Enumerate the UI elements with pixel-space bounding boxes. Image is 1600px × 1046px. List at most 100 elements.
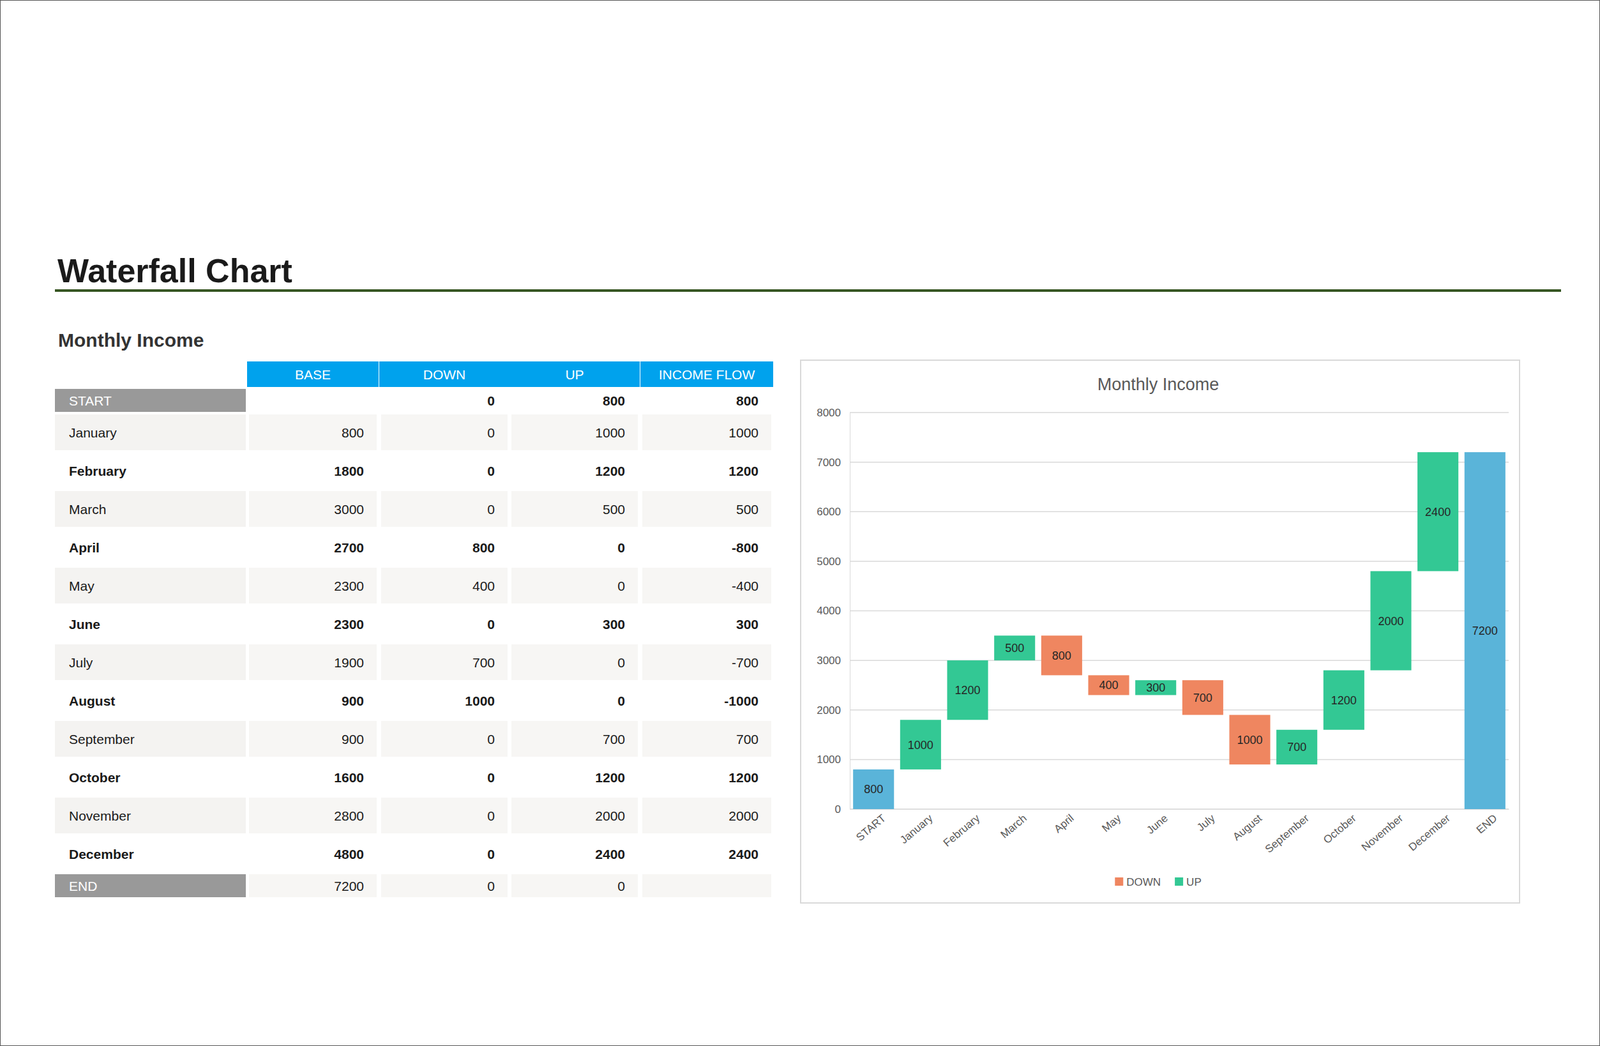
tick-label: 0 (835, 803, 841, 816)
cell (249, 720, 377, 757)
cell (381, 797, 508, 834)
cell (249, 529, 377, 566)
cell (249, 605, 377, 642)
tick: February (941, 811, 983, 850)
cell-value: 0 (617, 578, 626, 594)
tick: July (1194, 811, 1218, 834)
cell-value: 2000 (595, 808, 626, 823)
cell-value: 0 (487, 878, 495, 894)
tick: 2000 (816, 704, 841, 717)
data-label: 1200 (1331, 694, 1357, 707)
header-label: INCOME FLOW (658, 367, 756, 382)
cell (511, 567, 638, 604)
tick-label: February (941, 811, 983, 850)
cell-value: 800 (736, 393, 759, 408)
cell-value: 1200 (728, 463, 759, 479)
cell-value: 3000 (333, 501, 364, 517)
header-label: DOWN (423, 367, 467, 382)
cell (642, 874, 772, 898)
tick-label: 4000 (816, 604, 841, 617)
legend-label: DOWN (1126, 875, 1161, 889)
cell-value: 0 (487, 393, 495, 408)
header-cell (640, 361, 774, 387)
cell (249, 388, 377, 412)
tick: January (897, 811, 936, 846)
tick: 4000 (816, 604, 841, 617)
cell (249, 874, 377, 898)
table: BASEDOWNUPINCOME FLOWSTART0800800January… (54, 361, 774, 898)
tick-label: 7000 (816, 456, 841, 469)
cell (249, 797, 377, 834)
grid-line (849, 461, 1509, 463)
cell-value: 800 (472, 540, 495, 555)
tick: October (1320, 811, 1359, 846)
cell-value: 0 (487, 463, 495, 479)
grid-line (849, 560, 1509, 562)
header-label: BASE (294, 367, 331, 382)
row-label-cell (54, 490, 246, 527)
tick: April (1051, 812, 1076, 836)
tick: December (1406, 811, 1454, 853)
tick: March (998, 812, 1030, 841)
tick-label: END (1474, 812, 1500, 837)
cell (381, 605, 508, 642)
row-label-cell (54, 605, 246, 642)
legend-swatch (1114, 877, 1124, 886)
bars (852, 452, 1506, 809)
cell-value: 0 (487, 846, 495, 862)
cell (511, 490, 638, 527)
cell (249, 567, 377, 604)
cell (511, 797, 638, 834)
cell-value: 0 (617, 540, 626, 555)
cell (511, 644, 638, 680)
chart-frame (800, 360, 1520, 903)
cell (249, 452, 377, 489)
legend-item: UP (1174, 875, 1202, 889)
cell (381, 644, 508, 680)
row-label-cell (54, 414, 246, 451)
cell-value: 500 (602, 501, 626, 517)
legend-label: UP (1186, 875, 1202, 889)
bar (994, 635, 1035, 661)
cell-value: 1200 (728, 769, 759, 785)
tick: 1000 (816, 753, 841, 766)
grid (849, 412, 1509, 809)
cell (642, 529, 772, 566)
cell-value: 300 (602, 616, 626, 632)
page-frame (0, 0, 1600, 1046)
bar (1323, 670, 1365, 730)
tick-label: April (1051, 812, 1076, 836)
tick-label: 6000 (816, 505, 841, 518)
cell-value: -700 (731, 655, 759, 670)
cell-value: 700 (736, 731, 759, 747)
cell (642, 567, 772, 604)
tick-label: START (853, 812, 889, 844)
data-label: 500 (1004, 641, 1025, 655)
cell-value: 0 (487, 425, 495, 440)
cell (642, 797, 772, 834)
tick-label: 5000 (816, 555, 841, 568)
chart: Monthly Income01000200030004000500060007… (800, 360, 1520, 903)
cell (511, 720, 638, 757)
cell (249, 414, 377, 451)
cell-value: 900 (341, 731, 364, 747)
data-label: 700 (1193, 691, 1213, 705)
bar (1087, 674, 1129, 695)
tick-label: December (1406, 811, 1454, 853)
cell-value: 0 (487, 501, 495, 517)
row-label: February (68, 463, 127, 479)
title-rule (54, 289, 1562, 292)
axis-line (849, 413, 851, 810)
header-cell (509, 361, 640, 387)
axis-line (850, 808, 1510, 810)
cell-value: 0 (617, 655, 626, 670)
data-label: 800 (1052, 649, 1072, 663)
legend-swatch (1174, 877, 1184, 886)
tick: 8000 (816, 406, 841, 419)
cell-value: 1200 (595, 769, 626, 785)
data-label: 7200 (1472, 624, 1498, 638)
grid-line (849, 808, 1509, 810)
cell (381, 874, 508, 898)
cell-value: 1200 (595, 463, 626, 479)
cell-value: 2400 (728, 846, 759, 862)
